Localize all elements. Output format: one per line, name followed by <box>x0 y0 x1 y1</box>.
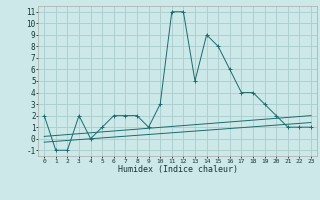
X-axis label: Humidex (Indice chaleur): Humidex (Indice chaleur) <box>118 165 238 174</box>
